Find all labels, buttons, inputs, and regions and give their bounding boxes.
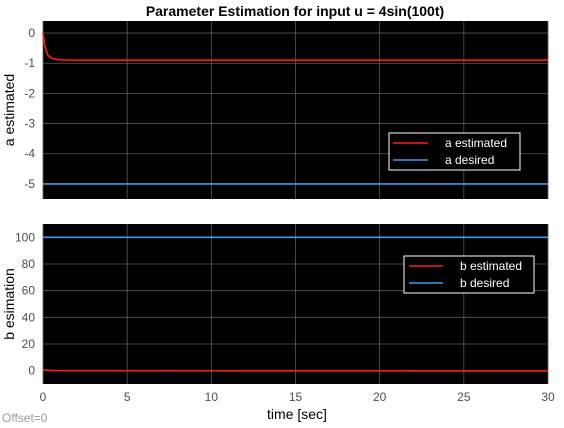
y-tick-label: -2: [24, 86, 35, 100]
chart-title: Parameter Estimation for input u = 4sin(…: [146, 3, 444, 19]
x-axis-label: time [sec]: [267, 406, 327, 422]
x-tick-label: 0: [40, 390, 47, 404]
legend-b: b estimated b desired: [403, 255, 535, 294]
legend-box-a: [388, 132, 521, 171]
y-tick-label: 0: [28, 364, 35, 378]
x-tick-label: 30: [541, 390, 555, 404]
series-line-a-estimated: [42, 32, 548, 62]
y-ticks-a: 0 -1 -2 -3 -4 -5: [24, 26, 35, 191]
x-tick-label: 10: [205, 390, 219, 404]
legend-a: a estimated a desired: [388, 132, 521, 171]
y-axis-label-b: b esimation: [1, 268, 17, 340]
offset-label: Offset=0: [2, 411, 48, 425]
legend-label-a-estimated: a estimated: [445, 136, 507, 150]
x-tick-label: 15: [289, 390, 303, 404]
legend-label-b-estimated: b estimated: [460, 259, 522, 273]
x-tick-label: 20: [373, 390, 387, 404]
y-tick-label: -3: [24, 117, 35, 131]
y-tick-label: 60: [22, 284, 36, 298]
legend-label-a-desired: a desired: [445, 153, 494, 167]
axes-a-estimated: 0 -1 -2 -3 -4 -5 a estimated a estimated a de…: [1, 21, 549, 199]
y-tick-label: 20: [22, 337, 36, 351]
y-tick-label: 0: [28, 26, 35, 40]
legend-box-b: [403, 255, 535, 294]
x-ticks-b: 0 5 10 15 20 25 30: [40, 390, 555, 404]
y-tick-label: 100: [15, 230, 35, 244]
series-group-b: [42, 236, 549, 372]
y-tick-label: -1: [24, 56, 35, 70]
y-tick-label: -5: [24, 177, 35, 191]
series-group-a: [42, 32, 548, 185]
x-tick-label: 25: [457, 390, 471, 404]
y-ticks-b: 0 20 40 60 80 100: [15, 230, 35, 377]
legend-label-b-desired: b desired: [460, 276, 509, 290]
axes-b-estimation: 0 5 10 15 20 25 30 0 20 40 60 80 100 b esimation ti…: [1, 224, 555, 422]
y-tick-label: -4: [24, 147, 35, 161]
series-line-b-estimated: [42, 369, 549, 372]
y-axis-label-a: a estimated: [1, 74, 17, 146]
y-tick-label: 80: [22, 257, 36, 271]
y-tick-label: 40: [22, 310, 36, 324]
x-tick-label: 5: [124, 390, 131, 404]
